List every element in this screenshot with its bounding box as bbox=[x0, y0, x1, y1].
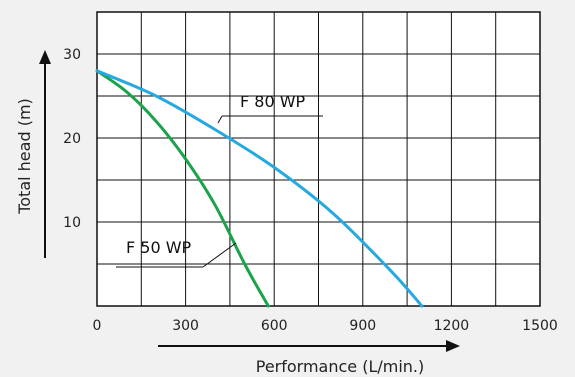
y-tick-label: 30 bbox=[63, 47, 81, 63]
x-tick-label: 900 bbox=[349, 318, 376, 334]
y-tick-label: 10 bbox=[63, 215, 81, 231]
y-tick-label: 20 bbox=[63, 131, 81, 147]
plot-frame bbox=[96, 11, 541, 307]
x-axis-label: Performance (L/min.) bbox=[256, 357, 425, 376]
x-tick-label: 1500 bbox=[522, 318, 558, 334]
grid bbox=[97, 12, 540, 306]
plot-border bbox=[96, 11, 541, 307]
x-tick-label: 600 bbox=[261, 318, 288, 334]
series-label-f-80-wp: F 80 WP bbox=[240, 92, 306, 111]
callout-leader bbox=[217, 115, 223, 124]
x-tick-label: 0 bbox=[93, 318, 102, 334]
x-tick-label: 1200 bbox=[434, 318, 470, 334]
series-line-f-50-wp bbox=[95, 69, 270, 308]
x-tick-label: 300 bbox=[172, 318, 199, 334]
series-callouts: F 80 WP F 50 WP bbox=[116, 92, 323, 268]
series-line-f-80-wp bbox=[95, 69, 424, 308]
x-axis-arrow bbox=[158, 340, 460, 352]
callout-leader bbox=[202, 242, 237, 268]
curves bbox=[95, 69, 424, 308]
series-label-f-50-wp: F 50 WP bbox=[126, 238, 192, 257]
tick-labels: 0 300 600 900 1200 1500 10 20 30 bbox=[63, 47, 558, 334]
y-axis-label: Total head (m) bbox=[15, 98, 34, 215]
y-axis-arrow bbox=[39, 50, 51, 258]
